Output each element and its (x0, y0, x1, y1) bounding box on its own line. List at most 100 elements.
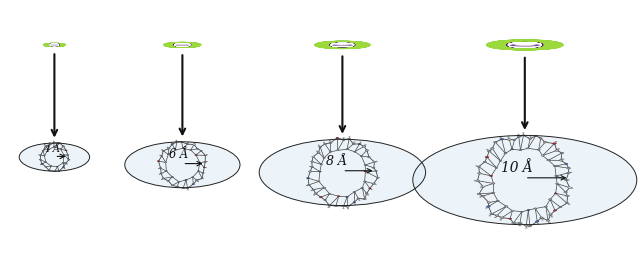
Ellipse shape (492, 41, 558, 50)
Circle shape (500, 219, 502, 220)
Ellipse shape (323, 43, 362, 48)
Ellipse shape (316, 42, 369, 49)
Ellipse shape (332, 44, 353, 47)
Ellipse shape (175, 45, 189, 46)
Ellipse shape (45, 45, 63, 47)
Ellipse shape (45, 45, 63, 47)
Circle shape (62, 146, 65, 147)
Ellipse shape (332, 44, 353, 47)
Ellipse shape (499, 42, 550, 49)
Ellipse shape (490, 41, 560, 50)
Ellipse shape (330, 44, 355, 47)
Ellipse shape (44, 44, 65, 47)
Ellipse shape (47, 45, 61, 46)
Ellipse shape (173, 45, 191, 47)
Circle shape (513, 140, 516, 141)
Circle shape (52, 143, 55, 144)
Ellipse shape (165, 43, 200, 48)
Ellipse shape (164, 43, 200, 48)
Ellipse shape (51, 45, 58, 46)
Circle shape (485, 208, 488, 209)
Ellipse shape (170, 44, 195, 47)
Ellipse shape (330, 44, 355, 47)
Ellipse shape (332, 44, 353, 47)
Ellipse shape (173, 45, 191, 47)
Ellipse shape (52, 45, 57, 46)
Ellipse shape (51, 45, 58, 46)
Ellipse shape (508, 43, 542, 48)
Circle shape (337, 150, 339, 151)
Ellipse shape (325, 43, 360, 48)
Ellipse shape (168, 44, 197, 47)
Circle shape (160, 173, 162, 174)
Circle shape (522, 133, 524, 134)
Ellipse shape (166, 44, 198, 48)
Ellipse shape (175, 45, 189, 47)
Text: 8 Å: 8 Å (326, 154, 347, 167)
Ellipse shape (50, 45, 59, 46)
Circle shape (40, 155, 42, 156)
Circle shape (534, 208, 537, 209)
Ellipse shape (325, 43, 360, 48)
Ellipse shape (509, 44, 541, 48)
Circle shape (165, 171, 168, 172)
Ellipse shape (170, 44, 195, 47)
Ellipse shape (324, 43, 360, 48)
Circle shape (568, 180, 570, 181)
Ellipse shape (323, 43, 362, 48)
Ellipse shape (50, 45, 59, 46)
Ellipse shape (502, 43, 548, 49)
Ellipse shape (50, 45, 59, 46)
Circle shape (559, 207, 562, 208)
Ellipse shape (332, 44, 353, 47)
Ellipse shape (48, 45, 61, 46)
Circle shape (355, 204, 356, 205)
Ellipse shape (507, 43, 543, 48)
Ellipse shape (45, 44, 64, 47)
Ellipse shape (45, 45, 63, 47)
Ellipse shape (170, 44, 195, 47)
Circle shape (343, 208, 344, 209)
Circle shape (346, 206, 349, 208)
Ellipse shape (332, 44, 353, 47)
Ellipse shape (170, 44, 195, 47)
Ellipse shape (324, 43, 360, 48)
Ellipse shape (508, 44, 541, 48)
Ellipse shape (45, 44, 63, 47)
Ellipse shape (330, 44, 355, 47)
Ellipse shape (488, 41, 561, 50)
Ellipse shape (508, 44, 541, 48)
Circle shape (554, 193, 557, 194)
Circle shape (44, 146, 47, 147)
Ellipse shape (320, 43, 365, 49)
Ellipse shape (501, 43, 548, 49)
Ellipse shape (489, 41, 561, 50)
Ellipse shape (50, 45, 59, 46)
Circle shape (348, 139, 351, 140)
Circle shape (176, 186, 179, 187)
Ellipse shape (507, 43, 543, 48)
Circle shape (49, 143, 50, 144)
Ellipse shape (174, 45, 191, 47)
Ellipse shape (173, 44, 191, 47)
Ellipse shape (502, 43, 548, 49)
Ellipse shape (490, 41, 560, 50)
Ellipse shape (332, 44, 353, 47)
Ellipse shape (492, 42, 557, 50)
Ellipse shape (330, 44, 355, 47)
Ellipse shape (168, 44, 197, 47)
Circle shape (342, 140, 345, 141)
Ellipse shape (506, 43, 543, 48)
Ellipse shape (486, 41, 563, 51)
Ellipse shape (45, 44, 64, 47)
Circle shape (310, 161, 313, 163)
Ellipse shape (170, 44, 195, 47)
Circle shape (537, 150, 540, 151)
Ellipse shape (175, 45, 190, 47)
Ellipse shape (328, 44, 356, 47)
Ellipse shape (47, 45, 61, 47)
Ellipse shape (320, 43, 365, 49)
Circle shape (45, 162, 47, 163)
Ellipse shape (47, 45, 62, 47)
Circle shape (323, 158, 326, 159)
